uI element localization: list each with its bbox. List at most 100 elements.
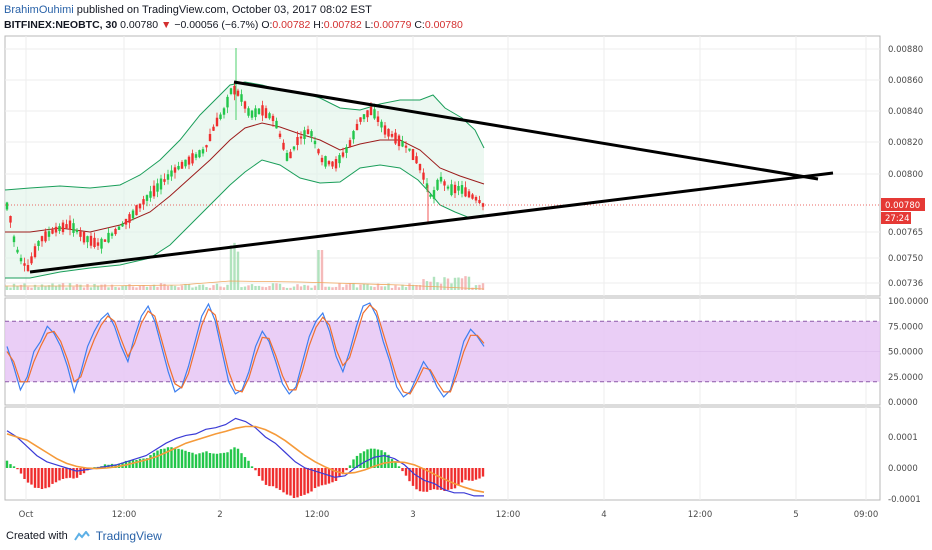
macd-histogram-bar — [75, 468, 79, 478]
candle-body — [142, 199, 145, 205]
macd-histogram-bar — [299, 468, 303, 496]
volume-bar — [418, 284, 422, 290]
volume-bar — [432, 276, 436, 290]
macd-histogram-bar — [373, 448, 376, 468]
candle-body — [376, 116, 380, 122]
candle-body — [324, 156, 327, 167]
candle-body — [394, 132, 397, 144]
macd-histogram-bar — [481, 468, 485, 477]
candle-body — [257, 108, 261, 114]
candle-body — [219, 114, 222, 120]
time-tick-label: 12:00 — [688, 510, 713, 520]
candle-body — [289, 151, 292, 159]
change-value: −0.00056 (−6.7%) — [174, 19, 259, 31]
candle-body — [299, 136, 303, 139]
volume-group — [5, 242, 485, 290]
candle-body — [93, 237, 96, 248]
candle-body — [208, 134, 212, 141]
volume-bar — [215, 283, 219, 290]
volume-bar — [254, 285, 257, 290]
publisher-line: BrahimOuhimi published on TradingView.co… — [4, 4, 372, 16]
candle-body — [348, 140, 352, 147]
volume-bar — [201, 284, 205, 290]
macd-histogram-bar — [271, 468, 275, 487]
candle-body — [432, 190, 436, 199]
candle-body — [320, 157, 324, 163]
macd-histogram-bar — [380, 450, 383, 468]
volume-bar — [121, 285, 124, 290]
price-tag-box — [881, 198, 925, 211]
candle-body — [338, 155, 341, 164]
volume-bar — [296, 284, 299, 290]
candle-body — [446, 186, 450, 189]
candle-body — [79, 231, 82, 237]
volume-bar — [306, 285, 310, 290]
macd-histogram-bar — [257, 468, 261, 477]
candle-body — [467, 191, 471, 198]
macd-histogram-bar — [23, 468, 26, 479]
candle-body — [61, 222, 65, 233]
macd-histogram-bar — [341, 468, 345, 475]
volume-bar — [401, 284, 404, 290]
macd-histogram-bar — [82, 468, 86, 474]
macd-histogram-bar — [247, 460, 250, 468]
macd-histogram-bar — [446, 468, 450, 490]
volume-bar — [194, 286, 198, 290]
volume-bar — [271, 283, 275, 290]
volume-bar — [387, 283, 390, 290]
candle-body — [317, 149, 320, 154]
candle-body — [422, 172, 425, 180]
close-value: 0.00780 — [424, 19, 463, 31]
volume-bar — [383, 286, 387, 290]
volume-bar — [481, 283, 485, 290]
candle-body — [247, 108, 250, 116]
time-tick-label: 12:00 — [305, 510, 330, 520]
author-name[interactable]: BrahimOuhimi — [4, 4, 74, 16]
candle-body — [100, 238, 103, 249]
volume-bar — [446, 278, 450, 290]
volume-bar — [310, 287, 313, 290]
macd-histogram-bar — [457, 468, 460, 486]
macd-histogram-bar — [222, 452, 226, 468]
macd-histogram-group — [5, 447, 485, 499]
macd-histogram-bar — [275, 468, 278, 489]
volume-bar — [324, 286, 327, 290]
candle-body — [16, 249, 19, 253]
volume-bar — [184, 283, 187, 290]
macd-histogram-bar — [432, 468, 436, 490]
volume-bar — [341, 287, 345, 290]
macd-histogram-bar — [26, 468, 30, 483]
candle-body — [68, 220, 72, 230]
candle-body — [170, 170, 173, 177]
candle-body — [345, 147, 348, 153]
candle-body — [478, 200, 481, 203]
volume-bar — [355, 287, 359, 290]
candle-body — [212, 126, 215, 131]
volume-bar — [404, 287, 408, 290]
macd-histogram-bar — [219, 453, 222, 468]
volume-bar — [142, 285, 145, 290]
candle-body — [222, 108, 226, 115]
volume-bar — [257, 285, 261, 290]
volume-bar — [359, 284, 362, 290]
candle-body — [37, 241, 40, 246]
volume-bar — [320, 250, 324, 290]
macd-histogram-bar — [33, 468, 37, 488]
candle-body — [313, 140, 317, 145]
volume-bar — [40, 284, 44, 290]
candle-body — [145, 195, 149, 201]
volume-bar — [86, 284, 89, 290]
macd-histogram-bar — [436, 468, 439, 490]
volume-bar — [44, 286, 47, 290]
tradingview-brand[interactable]: TradingView — [95, 529, 162, 543]
price-tick-label: 0.00880 — [888, 45, 923, 55]
macd-tick-label: -0.0001 — [888, 495, 921, 505]
candle-body — [236, 90, 240, 96]
volume-bar — [79, 284, 82, 290]
macd-histogram-bar — [296, 468, 299, 498]
volume-bar — [16, 285, 19, 290]
candle-body — [415, 156, 418, 164]
volume-bar — [47, 285, 51, 290]
price-tick-label: 0.00750 — [888, 254, 923, 264]
